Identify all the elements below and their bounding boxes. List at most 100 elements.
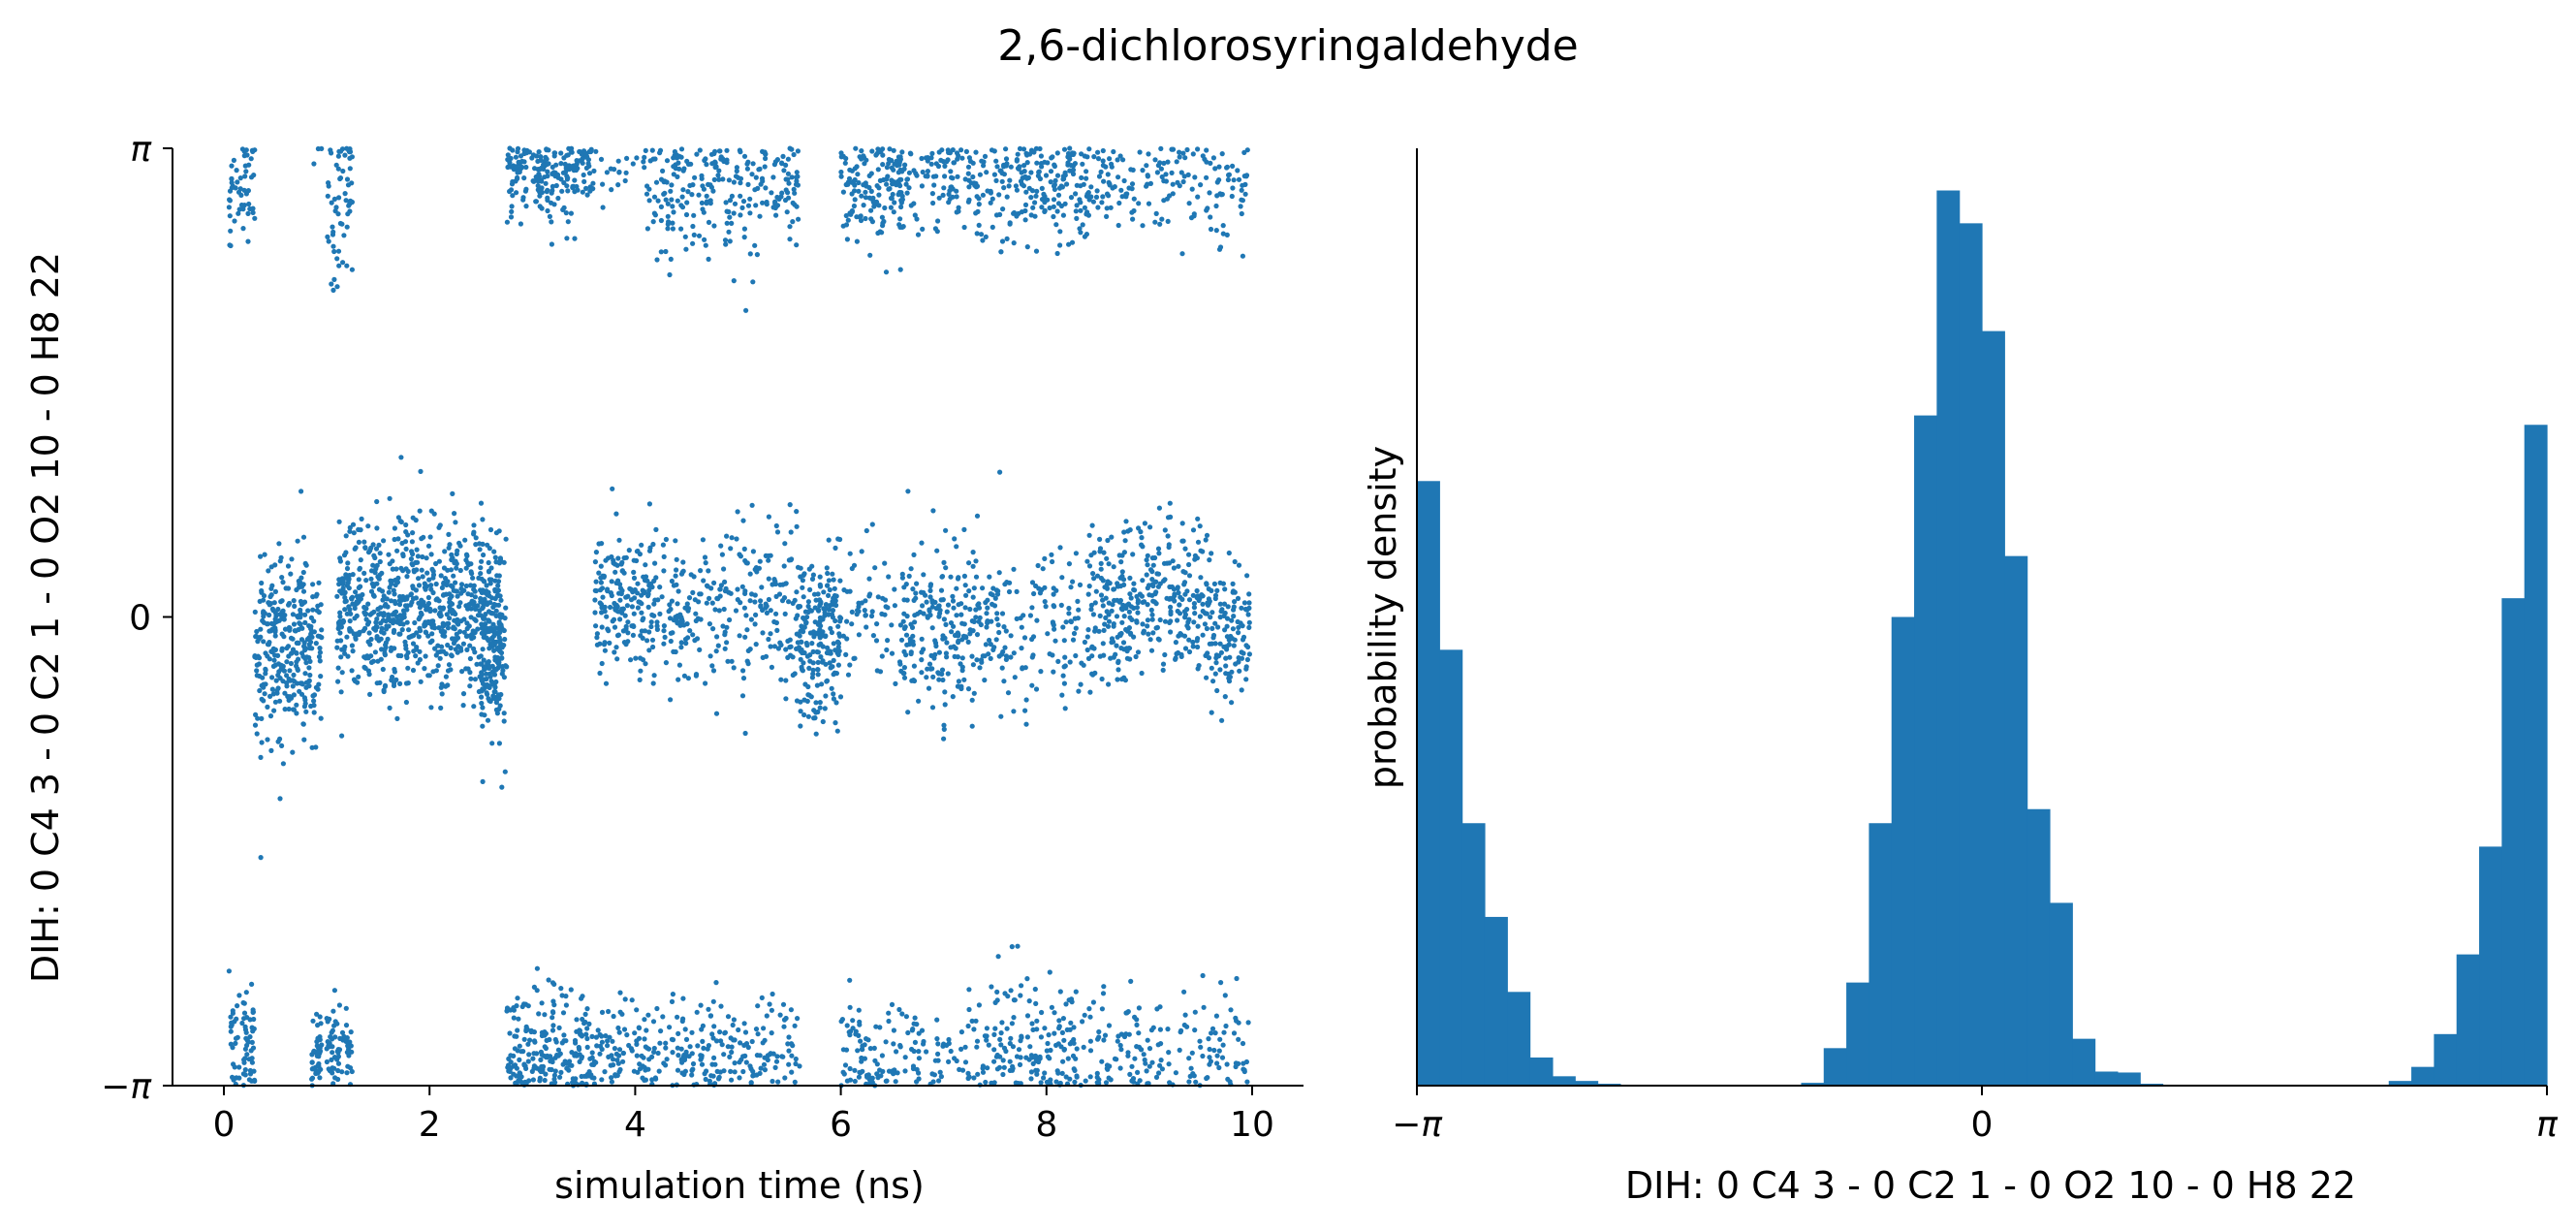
scatter-point — [766, 514, 772, 520]
scatter-point — [590, 180, 596, 186]
scatter-point — [435, 649, 441, 655]
scatter-point — [1027, 1044, 1033, 1050]
scatter-point — [1123, 519, 1129, 524]
scatter-point — [311, 698, 317, 704]
scatter-point — [668, 188, 674, 194]
scatter-point — [911, 552, 917, 558]
scatter-point — [310, 594, 316, 600]
scatter-point — [298, 598, 303, 605]
scatter-point — [242, 174, 248, 179]
scatter-point — [515, 149, 520, 155]
scatter-point — [986, 1042, 991, 1048]
scatter-point — [344, 611, 350, 616]
scatter-point — [932, 638, 938, 644]
scatter-point — [828, 665, 833, 671]
scatter-point — [396, 631, 402, 637]
scatter-point — [308, 631, 314, 637]
scatter-point — [1200, 153, 1206, 159]
scatter-point — [963, 634, 969, 640]
scatter-point — [845, 672, 852, 678]
scatter-point — [1177, 602, 1182, 608]
scatter-point — [728, 1068, 734, 1074]
scatter-point — [454, 588, 459, 594]
scatter-point — [657, 584, 663, 590]
scatter-point — [453, 520, 458, 525]
scatter-point — [1132, 1014, 1138, 1020]
scatter-point — [396, 602, 403, 608]
scatter-point — [1036, 170, 1042, 175]
scatter-point — [525, 1041, 531, 1047]
scatter-point — [1130, 216, 1136, 222]
scatter-point — [1135, 1069, 1141, 1075]
scatter-point — [787, 502, 793, 508]
scatter-point — [1160, 661, 1167, 667]
scatter-point — [962, 583, 968, 588]
scatter-point — [271, 657, 277, 663]
scatter-point — [361, 610, 367, 616]
scatter-point — [946, 191, 952, 197]
scatter-point — [790, 654, 796, 660]
scatter-point — [544, 147, 550, 153]
scatter-point — [673, 573, 678, 579]
scatter-point — [928, 161, 934, 167]
scatter-point — [413, 518, 419, 523]
scatter-point — [828, 625, 833, 632]
scatter-point — [781, 1024, 787, 1029]
scatter-point — [625, 630, 631, 636]
scatter-point — [1100, 641, 1106, 647]
scatter-point — [425, 543, 432, 549]
scatter-point — [552, 1036, 558, 1043]
scatter-point — [1087, 1074, 1093, 1080]
scatter-point — [842, 160, 848, 166]
scatter-point — [912, 212, 918, 218]
scatter-point — [290, 749, 296, 755]
scatter-point — [663, 1062, 669, 1068]
scatter-point — [697, 647, 703, 653]
scatter-point — [930, 674, 936, 680]
scatter-point — [732, 201, 738, 206]
scatter-point — [912, 1039, 919, 1045]
scatter-point — [759, 995, 765, 1000]
scatter-point — [377, 558, 383, 565]
scatter-point — [934, 1036, 940, 1042]
scatter-point — [533, 174, 539, 180]
scatter-point — [847, 1004, 853, 1010]
scatter-point — [1048, 179, 1053, 185]
scatter-point — [447, 591, 453, 597]
scatter-point — [613, 1051, 619, 1057]
scatter-point — [1078, 207, 1084, 213]
scatter-point — [1096, 174, 1103, 179]
scatter-point — [889, 650, 895, 656]
scatter-point — [910, 586, 916, 592]
scatter-point — [422, 581, 427, 586]
scatter-point — [534, 965, 541, 971]
scatter-point — [624, 155, 630, 161]
scatter-point — [1144, 557, 1149, 563]
scatter-point — [509, 204, 515, 209]
scatter-point — [580, 189, 585, 195]
scatter-point — [329, 200, 334, 205]
scatter-point — [371, 553, 377, 558]
scatter-point — [844, 1023, 850, 1028]
scatter-point — [1011, 1015, 1017, 1021]
scatter-point — [831, 577, 836, 583]
scatter-point — [580, 1080, 585, 1086]
scatter-point — [654, 1005, 660, 1012]
scatter-point — [1048, 169, 1054, 174]
scatter-point — [294, 680, 300, 686]
scatter-point — [1087, 1014, 1093, 1020]
scatter-point — [752, 566, 758, 573]
scatter-point — [336, 623, 342, 629]
scatter-point — [1052, 186, 1057, 192]
scatter-point — [343, 1036, 349, 1043]
scatter-point — [394, 548, 400, 553]
scatter-point — [875, 167, 881, 173]
scatter-point — [425, 673, 431, 679]
scatter-point — [930, 1079, 936, 1085]
scatter-point — [843, 155, 849, 162]
scatter-point — [900, 618, 906, 624]
scatter-point — [1016, 166, 1021, 172]
scatter-point — [678, 1046, 684, 1052]
scatter-point — [416, 634, 422, 640]
scatter-point — [1054, 150, 1060, 156]
